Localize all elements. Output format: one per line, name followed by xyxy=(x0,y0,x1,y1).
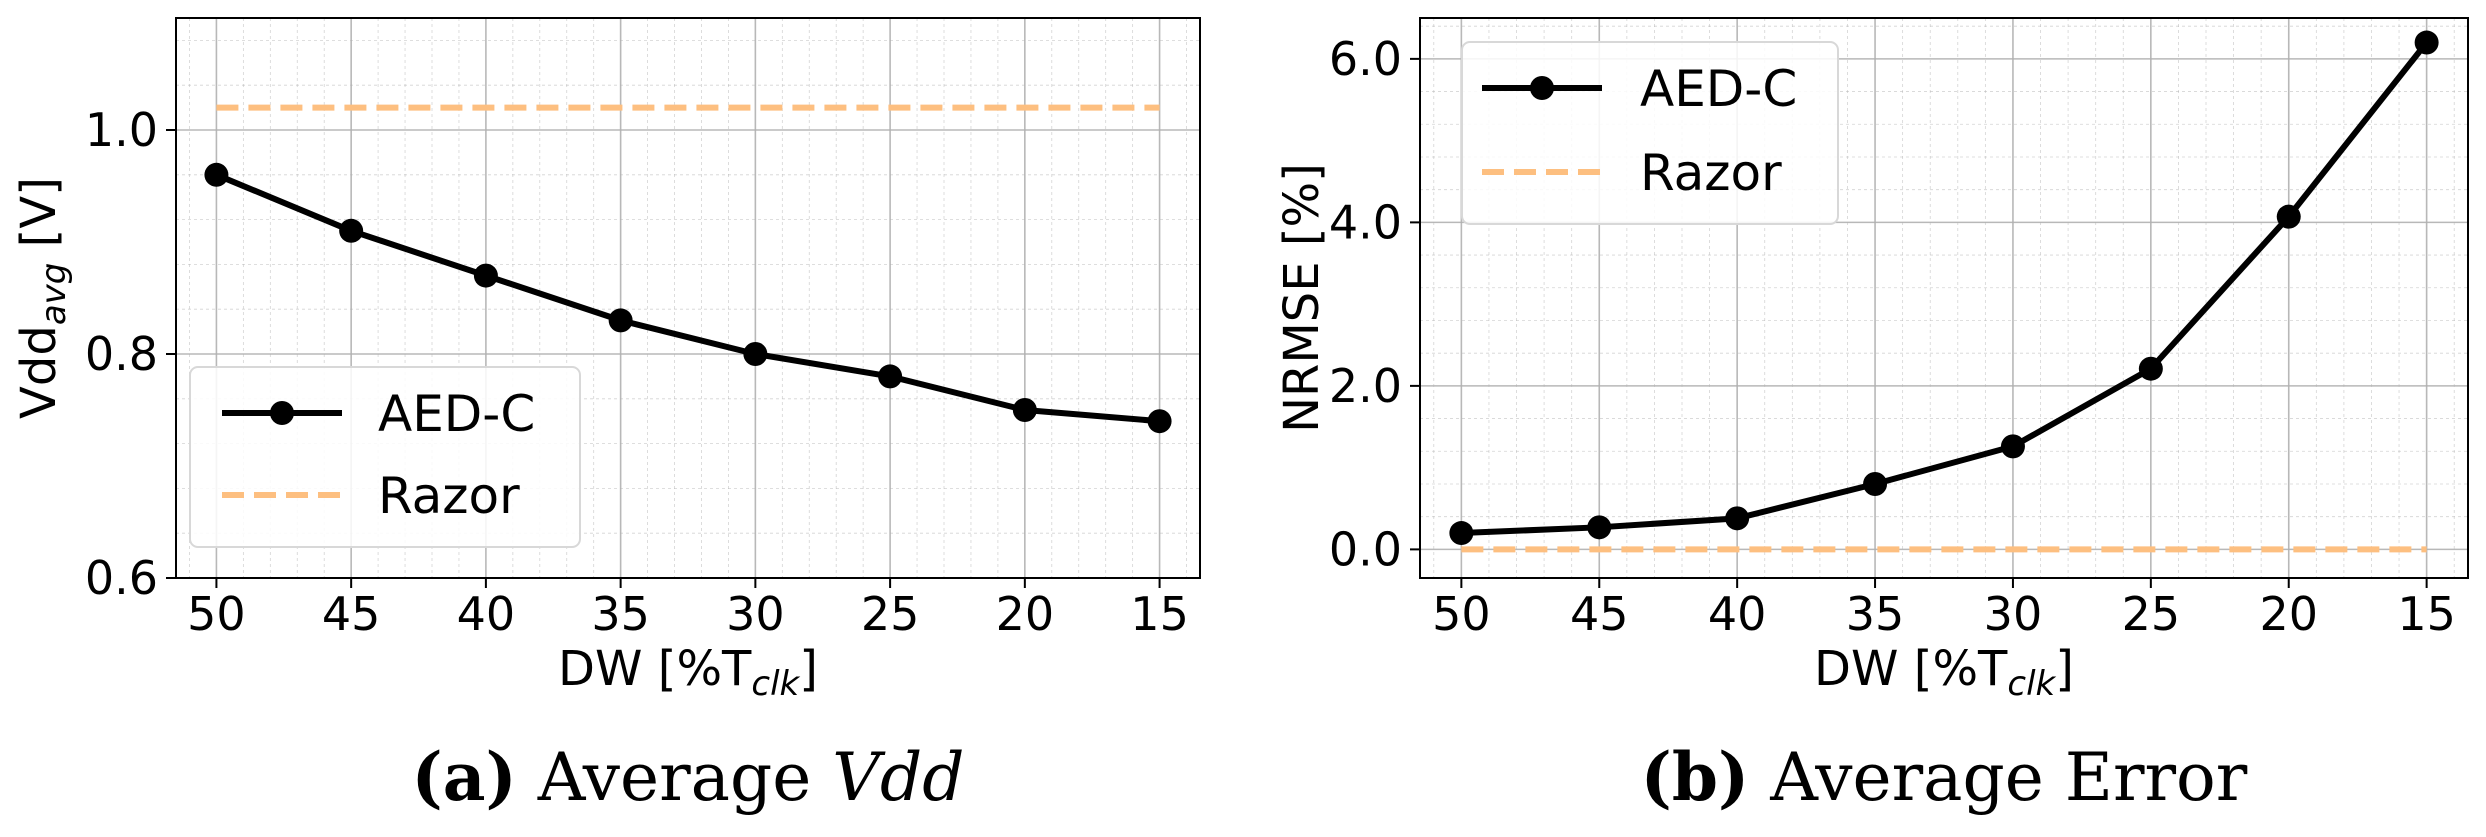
chart-a-legend: AED-C Razor xyxy=(189,366,581,548)
chart-a-xlabel: DW [%Tclk] xyxy=(558,641,818,704)
chart-b-aed-c-point xyxy=(2276,204,2301,229)
chart-a-xtick-label: 45 xyxy=(322,587,381,641)
chart-a-series-aed-c xyxy=(215,172,1160,425)
chart-a-frame xyxy=(175,17,1201,579)
chart-a-series xyxy=(204,104,1172,434)
chart-b-xtick-label: 25 xyxy=(2122,587,2181,641)
chart-b-aed-c-point xyxy=(2000,434,2025,459)
chart-a-xtick-label: 40 xyxy=(457,587,516,641)
chart-b-xtick-label: 30 xyxy=(1984,587,2043,641)
chart-b-xtick-label: 20 xyxy=(2259,587,2318,641)
chart-b-xtick-label: 50 xyxy=(1432,587,1491,641)
chart-b-ticks: 50 45 40 35 30 25 20 15 0.0 2.0 4.0 6.0 xyxy=(1329,32,2456,641)
chart-b: 50 45 40 35 30 25 20 150.02.04.06.0 DW [%Tclk] … xyxy=(1274,17,2469,816)
chart-a-aed-c-point xyxy=(204,162,229,187)
chart-a-xtick-label: 50 xyxy=(187,587,246,641)
chart-a-xtick-label: 20 xyxy=(996,587,1055,641)
chart-a-ylabel: Vddavg [V] xyxy=(11,177,74,419)
chart-a-xtick-label: 15 xyxy=(1130,587,1189,641)
chart-b-frame xyxy=(1419,17,2469,579)
chart-a-aed-c-point xyxy=(1147,409,1172,434)
chart-b-legend-aed-marker xyxy=(1530,76,1554,100)
chart-a-xtick-label: 35 xyxy=(591,587,650,641)
chart-b-ytick-label: 6.0 xyxy=(1329,32,1402,86)
chart-b-series xyxy=(1449,30,2439,553)
chart-a-ticks: 50 45 40 35 30 25 20 15 0.6 0.8 1.0 xyxy=(85,103,1189,641)
chart-a-aed-c-point xyxy=(878,364,903,389)
chart-b-aed-c-point xyxy=(2414,30,2439,55)
chart-b-ylabel: NRMSE [%] xyxy=(1274,163,1330,433)
chart-a-ytick-label: 1.0 xyxy=(85,103,158,157)
chart-b-xtick-label: 15 xyxy=(2397,587,2456,641)
chart-b-caption: (b) Average Error xyxy=(1641,738,2248,816)
chart-a-aed-c-point xyxy=(339,218,364,243)
chart-b-aed-c-point xyxy=(1863,471,1888,496)
chart-b-legend-razor-label: Razor xyxy=(1640,144,1782,202)
chart-b-xlabel: DW [%Tclk] xyxy=(1814,641,2074,704)
chart-b-xtick-label: 45 xyxy=(1570,587,1629,641)
chart-a-aed-c-point xyxy=(473,263,498,288)
chart-b-ytick-label: 0.0 xyxy=(1329,522,1402,576)
chart-a-aed-c-point xyxy=(608,308,633,333)
chart-a-legend-razor-label: Razor xyxy=(378,467,520,525)
chart-a-ytick-label: 0.6 xyxy=(85,551,158,605)
chart-a-xtick-label: 30 xyxy=(726,587,785,641)
chart-b-xtick-label: 35 xyxy=(1846,587,1905,641)
chart-a-caption: (a) Average Vdd xyxy=(412,738,965,816)
chart-b-xtick-label: 40 xyxy=(1708,587,1767,641)
chart-a-legend-aed-marker xyxy=(270,401,294,425)
chart-a: 50 45 40 35 30 25 20 15 0.6 0.8 1.0 DW [%Tclk] Vdd… xyxy=(11,17,1201,816)
chart-a-aed-c-point xyxy=(1012,398,1037,422)
chart-a-ytick-label: 0.8 xyxy=(85,327,158,381)
chart-b-ytick-label: 2.0 xyxy=(1329,359,1402,413)
chart-a-aed-c-point xyxy=(743,342,768,366)
chart-b-aed-c-point xyxy=(1725,506,1750,531)
chart-b-legend: AED-C Razor xyxy=(1461,41,1839,225)
chart-b-aed-c-point xyxy=(2138,356,2163,381)
chart-b-aed-c-point xyxy=(1449,521,1474,546)
chart-b-ytick-label: 4.0 xyxy=(1329,195,1402,249)
chart-b-aed-c-point xyxy=(1587,515,1612,540)
chart-a-legend-aed-label: AED-C xyxy=(378,385,535,443)
chart-a-xtick-label: 25 xyxy=(861,587,920,641)
chart-b-legend-aed-label: AED-C xyxy=(1640,60,1797,118)
chart-b-series-aed-c xyxy=(1461,40,2429,537)
